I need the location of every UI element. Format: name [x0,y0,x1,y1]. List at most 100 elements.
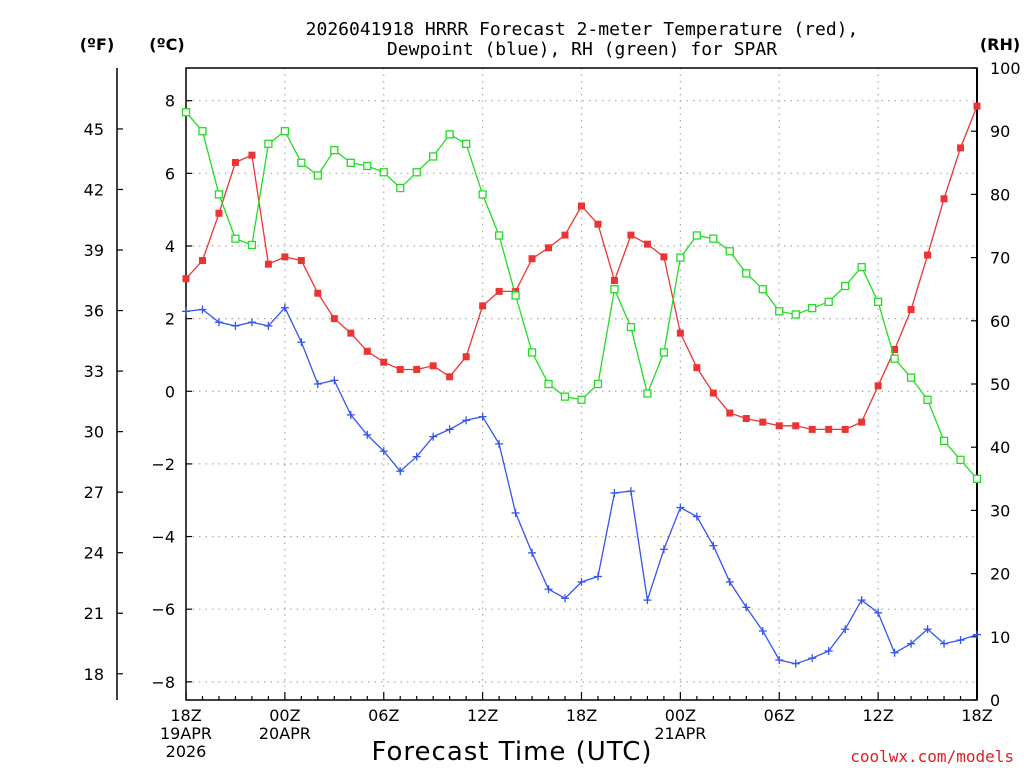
data-point [808,654,817,663]
data-point [231,321,240,330]
celsius-tick-label: −6 [151,600,175,619]
rh-tick-label: 80 [990,185,1010,204]
data-point [297,257,305,265]
data-point [412,168,421,177]
data-point [726,409,734,417]
data-point [659,545,668,554]
data-point [544,379,553,389]
data-point [676,329,684,337]
rh-tick-label: 30 [990,501,1010,520]
rh-tick-label: 0 [990,691,1000,710]
x-tick-label: 06Z [368,706,399,725]
data-point [873,297,883,306]
data-point [693,364,701,372]
x-tick-label: 00Z [269,706,300,725]
data-point [594,220,602,228]
data-point [643,389,652,398]
data-point [446,373,454,381]
x-tick-label: 18Z [170,706,201,725]
data-point [231,158,239,166]
fahrenheit-tick-label: 36 [84,302,104,321]
data-point [527,348,537,357]
data-point [940,195,948,203]
data-point [314,289,322,297]
x-tick-label: 21APR [654,724,706,743]
fahrenheit-tick-label: 24 [84,544,104,563]
data-point [610,285,619,294]
celsius-tick-label: −8 [151,673,175,692]
data-point [841,281,850,291]
data-point [214,318,223,327]
data-point [363,161,372,171]
data-point [874,608,883,617]
data-point [544,585,553,594]
celsius-tick-label: 8 [165,92,175,111]
credit-text: coolwx.com/models [850,747,1014,766]
data-point [808,304,817,313]
fahrenheit-tick-label: 18 [84,665,104,684]
x-tick-label: 19APR [160,724,212,743]
data-point [841,625,850,634]
data-point [181,108,191,117]
data-point [379,447,388,456]
data-point [264,321,273,330]
data-point [742,415,750,423]
data-point [215,209,223,217]
fahrenheit-tick-label: 30 [84,423,104,442]
data-point [462,416,471,425]
data-point [939,436,949,446]
celsius-tick-label: −4 [151,528,175,547]
data-point [824,646,833,655]
celsius-unit-label: (ºC) [149,35,184,54]
data-point [593,572,602,581]
data-point [972,474,982,483]
data-point [380,358,388,366]
x-tick-label: 18Z [961,706,992,725]
data-point [478,412,487,421]
chart-title-line-2: Dewpoint (blue), RH (green) for SPAR [387,39,777,60]
x-tick-label: 2026 [166,742,207,761]
data-point [808,425,816,433]
data-point [957,144,965,152]
data-point [643,596,652,605]
data-point [545,244,553,252]
data-point [412,452,421,461]
data-point [626,487,635,496]
data-point [973,102,981,110]
data-point [479,302,487,310]
fahrenheit-tick-label: 39 [84,241,104,260]
fahrenheit-tick-label: 42 [84,180,104,199]
data-point [626,322,636,332]
data-point [692,512,701,521]
data-point [297,158,306,167]
data-point [248,151,256,159]
data-point [890,354,899,363]
data-point [297,338,306,347]
data-point [462,353,470,361]
data-point [363,430,372,439]
chart-title-line-1: 2026041918 HRRR Forecast 2-meter Tempera… [306,19,859,40]
rh-tick-label: 20 [990,565,1010,584]
celsius-tick-label: −2 [151,455,175,474]
data-point [495,439,504,448]
fahrenheit-tick-label: 45 [84,120,104,139]
data-point [956,455,965,464]
x-tick-label: 18Z [566,706,597,725]
data-point [231,234,240,243]
data-point [890,648,899,657]
fahrenheit-tick-label: 27 [84,483,104,502]
data-point [758,285,767,294]
data-point [280,127,290,136]
data-point [577,577,586,586]
rh-tick-label: 40 [990,438,1010,457]
data-point [214,190,224,199]
data-point [709,389,717,397]
data-point [923,625,932,634]
data-point [758,626,767,635]
data-point [528,255,536,263]
series-rh [181,108,982,483]
x-tick-label: 00Z [665,706,696,725]
data-point [198,257,206,265]
rh-tick-label: 100 [990,59,1021,78]
